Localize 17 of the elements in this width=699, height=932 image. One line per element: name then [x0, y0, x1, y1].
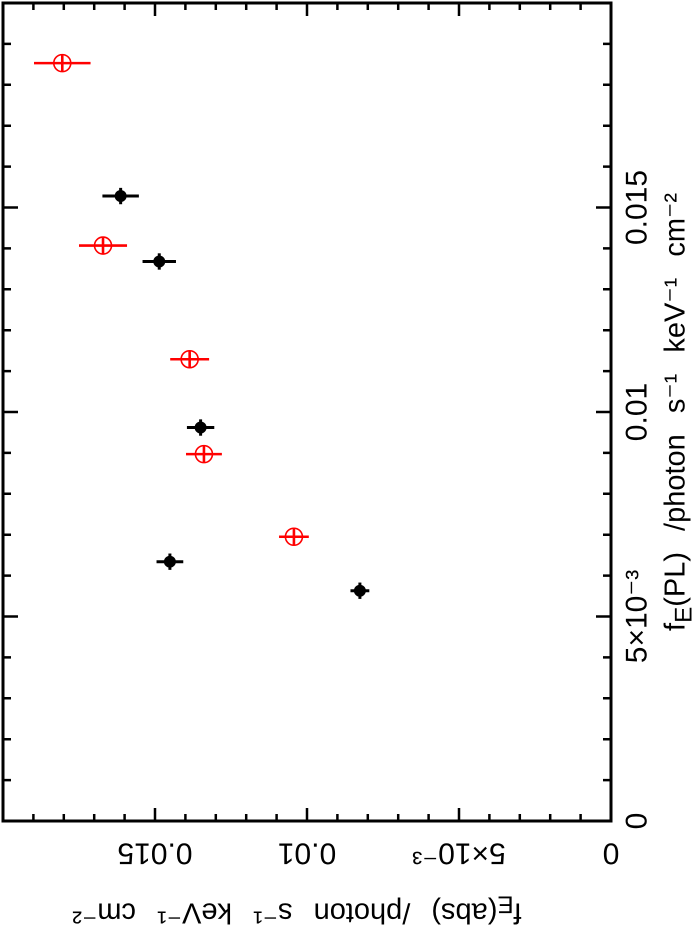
- y-tick-label: 0: [620, 812, 654, 830]
- point: [284, 527, 304, 546]
- point: [114, 190, 127, 202]
- point: [164, 556, 176, 568]
- point: [153, 255, 166, 268]
- point: [180, 350, 199, 369]
- point: [354, 584, 366, 597]
- point: [194, 422, 207, 434]
- x-tick-label: 5×10⁻³: [412, 836, 506, 870]
- y-tick-label: 5×10⁻³: [620, 570, 654, 664]
- x-tick-label: 0.015: [117, 836, 193, 870]
- point: [52, 54, 72, 72]
- x-tick-label: 0.01: [278, 836, 336, 870]
- y-tick-label: 0.01: [620, 382, 654, 442]
- point: [94, 236, 112, 255]
- point: [194, 444, 214, 464]
- y-tick-label: 0.015: [620, 170, 654, 246]
